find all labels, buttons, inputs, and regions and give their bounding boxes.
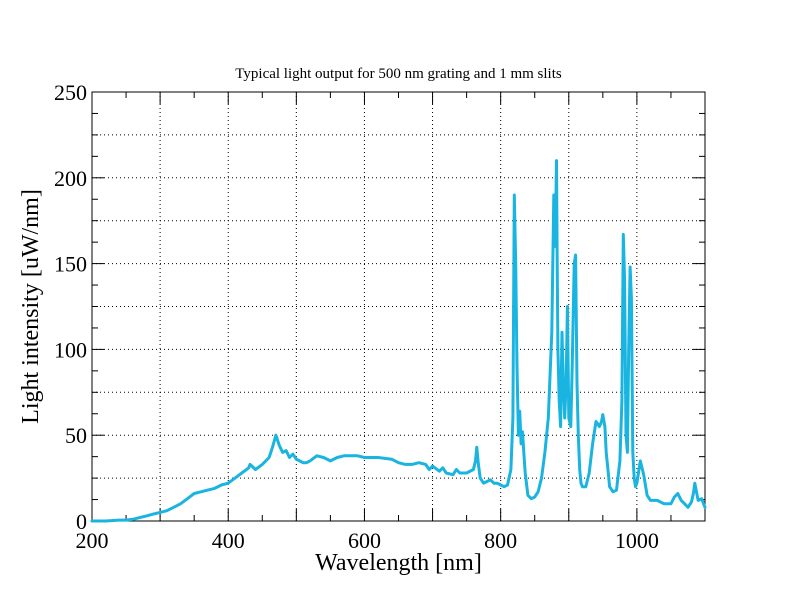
grid-lines bbox=[92, 92, 705, 521]
x-tick-label: 600 bbox=[348, 528, 381, 553]
plot-frame bbox=[91, 91, 706, 522]
x-tick-label: 800 bbox=[484, 528, 517, 553]
x-tick-label: 1000 bbox=[615, 528, 659, 553]
y-tick-label: 0 bbox=[76, 509, 87, 534]
axis-ticks: 200 400 600 800 1000 0 50 100 150 200 250 bbox=[54, 80, 706, 553]
y-tick-label: 250 bbox=[54, 80, 87, 105]
series-layer bbox=[90, 159, 707, 523]
series-line bbox=[90, 159, 707, 523]
x-tick-label: 400 bbox=[212, 528, 245, 553]
y-axis-title: Light intensity [uW/nm] bbox=[18, 189, 44, 424]
y-tick-label: 150 bbox=[54, 252, 87, 277]
x-axis-title: Wavelength [nm] bbox=[315, 550, 482, 576]
y-tick-label: 200 bbox=[54, 166, 87, 191]
y-tick-label: 50 bbox=[65, 423, 87, 448]
chart-title: Typical light output for 500 nm grating … bbox=[235, 66, 562, 82]
y-tick-label: 100 bbox=[54, 337, 87, 362]
x-tick-label: 200 bbox=[76, 528, 109, 553]
